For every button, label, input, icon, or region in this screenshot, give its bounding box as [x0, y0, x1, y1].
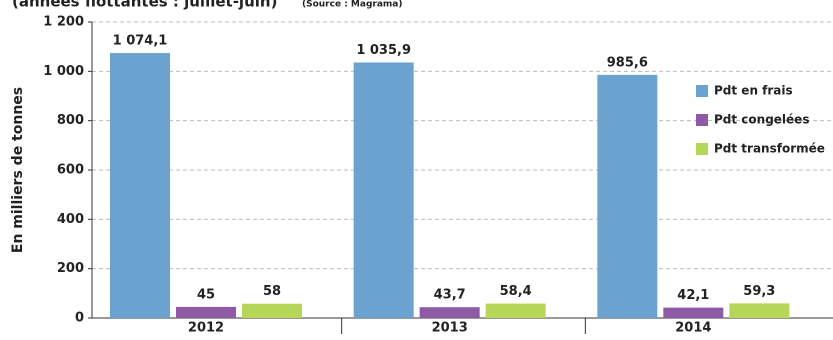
value-label: 42,1 — [677, 288, 709, 303]
bar — [729, 303, 790, 318]
y-tick-label: 1 200 — [43, 15, 84, 30]
legend-swatch — [696, 143, 708, 155]
legend-label: Pdt en frais — [714, 84, 793, 98]
y-tick-label: 1 000 — [43, 64, 84, 79]
x-tick-label: 2012 — [188, 321, 224, 336]
y-tick-label: 0 — [75, 311, 84, 326]
value-label: 58,4 — [500, 284, 532, 299]
value-label: 58 — [263, 284, 281, 299]
legend-label: Pdt transformée — [714, 142, 825, 156]
value-label: 45 — [197, 287, 215, 302]
value-label: 1 035,9 — [356, 43, 411, 58]
y-tick-label: 800 — [57, 113, 84, 128]
y-axis-label: En milliers de tonnes — [10, 87, 26, 253]
legend-swatch — [696, 114, 708, 126]
x-tick-label: 2013 — [432, 321, 468, 336]
value-label: 985,6 — [607, 55, 648, 70]
legend-label: Pdt congelées — [714, 113, 809, 127]
value-label: 1 074,1 — [113, 34, 168, 49]
chart-title: (années flottantes : juillet-juin) — [12, 0, 277, 11]
source: (Source : Magrama) — [302, 0, 402, 10]
value-label: 59,3 — [743, 284, 775, 299]
y-tick-label: 400 — [57, 212, 84, 227]
bar — [597, 74, 658, 318]
bar — [485, 303, 546, 318]
bar — [663, 307, 724, 318]
y-tick-label: 600 — [57, 163, 84, 178]
legend-swatch — [696, 85, 708, 97]
bar — [419, 307, 480, 318]
value-label: 43,7 — [434, 288, 466, 303]
bar — [242, 303, 302, 318]
bar — [110, 53, 170, 319]
bar — [176, 306, 236, 318]
x-tick-label: 2014 — [675, 321, 711, 336]
bar — [353, 62, 414, 319]
y-tick-label: 200 — [57, 261, 84, 276]
